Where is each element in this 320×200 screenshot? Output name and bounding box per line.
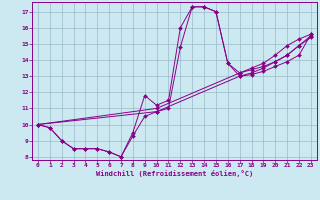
X-axis label: Windchill (Refroidissement éolien,°C): Windchill (Refroidissement éolien,°C) [96, 170, 253, 177]
